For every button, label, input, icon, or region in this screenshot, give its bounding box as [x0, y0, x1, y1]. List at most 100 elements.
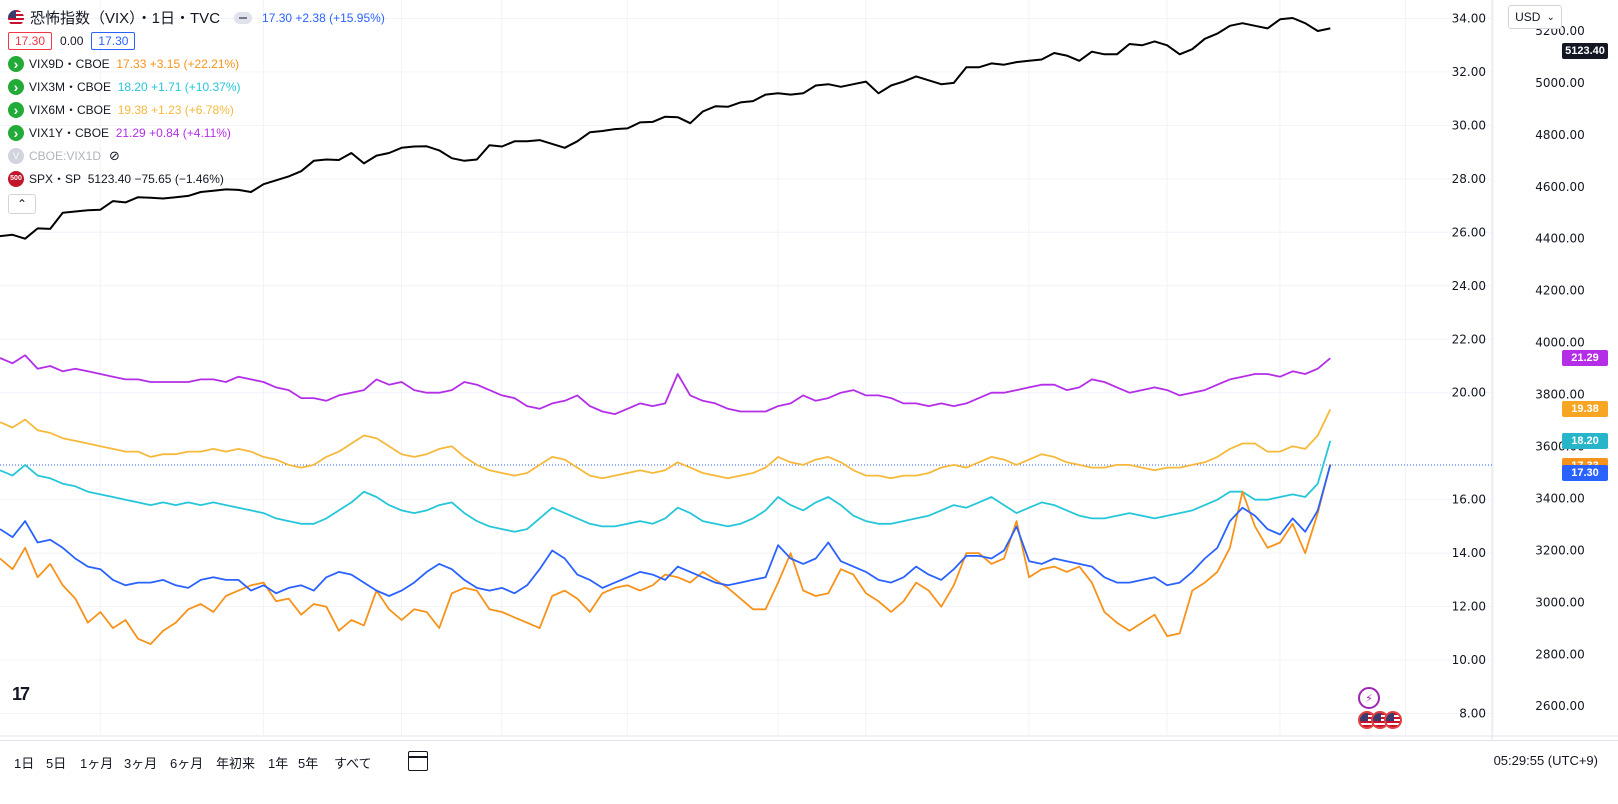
series-change: +1.71 [151, 79, 182, 94]
series-value: 21.29 [115, 125, 146, 140]
right-axis-tick: 4200.00 [1535, 284, 1585, 298]
left-axis-tick: 10.00 [1452, 653, 1486, 667]
left-axis-tick: 14.00 [1452, 546, 1486, 560]
price-label: 18.20 [1562, 432, 1608, 449]
ask-box[interactable]: 17.30 [91, 31, 136, 50]
left-axis-tick: 22.00 [1452, 332, 1486, 346]
price-label: 17.30 [1562, 464, 1608, 481]
right-axis-tick: 3200.00 [1535, 543, 1585, 557]
spx-icon: 500 [8, 170, 24, 187]
spx-symbol: SPX・SP [29, 172, 82, 186]
main-change-pct: (+15.95%) [329, 10, 385, 25]
series-pct: (+4.11%) [182, 125, 231, 140]
right-axis-tick: 4800.00 [1535, 128, 1585, 142]
left-axis-tick: 26.00 [1452, 225, 1486, 239]
series-line[interactable] [0, 440, 1332, 533]
series-pct: (+22.21%) [183, 56, 240, 71]
series-pct: (+6.78%) [184, 102, 234, 117]
eye-off-icon[interactable]: ⊘ [109, 147, 120, 163]
left-axis-tick: 32.00 [1452, 65, 1486, 79]
chevron-up-icon[interactable]: ⌃ [8, 193, 36, 214]
series-change: +1.23 [151, 102, 182, 117]
left-axis-tick: 16.00 [1452, 493, 1486, 507]
currency-label: USD [1515, 10, 1541, 24]
legend-spx[interactable]: 500 SPX・SP 5123.40 −75.65 (−1.46%) [8, 167, 385, 190]
right-axis-tick: 3000.00 [1535, 595, 1585, 609]
main-last: 17.30 [262, 10, 293, 25]
cboe-icon [8, 55, 24, 72]
series-change: +3.15 [149, 56, 181, 71]
calendar-icon[interactable] [408, 751, 428, 771]
series-line[interactable] [0, 463, 1332, 645]
main-title: 恐怖指数（VIX）・1日・TVC [30, 10, 221, 27]
minimize-icon[interactable] [234, 11, 253, 24]
range-button[interactable]: 1ヶ月 [80, 756, 114, 771]
legend-main: 恐怖指数（VIX）・1日・TVC 17.30 +2.38 (+15.95%) [8, 6, 385, 29]
event-flags[interactable] [1358, 711, 1402, 729]
bottom-toolbar: 1日 5日 1ヶ月 3ヶ月 6ヶ月 年初来 1年 5年 すべて 05:29:55 (UTC+9) [0, 740, 1618, 804]
left-axis-tick: 8.00 [1459, 707, 1486, 721]
main-change: +2.38 [295, 10, 326, 25]
right-axis-tick: 5000.00 [1535, 76, 1585, 90]
series-symbol: VIX9D・CBOE [29, 57, 110, 71]
series-line[interactable] [0, 464, 1332, 597]
chevron-down-icon: ⌄ [1546, 11, 1555, 23]
range-button[interactable]: 6ヶ月 [170, 756, 204, 771]
left-axis-tick: 12.00 [1452, 600, 1486, 614]
us-flag-icon [1384, 711, 1402, 729]
right-axis-tick: 4600.00 [1535, 180, 1585, 194]
vix1d-icon: V [8, 147, 24, 164]
range-button[interactable]: 1日 [14, 756, 35, 771]
legend-series-row[interactable]: VIX1Y・CBOE 21.29 +0.84 (+4.11%) [8, 121, 385, 144]
range-button[interactable]: 3ヶ月 [124, 756, 158, 771]
left-axis-tick: 30.00 [1452, 118, 1486, 132]
spread-value: 0.00 [60, 33, 84, 48]
series-symbol: VIX1Y・CBOE [29, 126, 110, 140]
left-axis-tick: 24.00 [1452, 279, 1486, 293]
right-axis-tick: 3800.00 [1535, 388, 1585, 402]
series-value: 18.20 [117, 79, 148, 94]
price-label: 21.29 [1562, 350, 1608, 367]
right-axis-tick: 2800.00 [1535, 647, 1585, 661]
series-change: +0.84 [149, 125, 180, 140]
range-button[interactable]: 5年 [298, 756, 319, 771]
legend-series-row[interactable]: VIX6M・CBOE 19.38 +1.23 (+6.78%) [8, 98, 385, 121]
right-axis-tick: 4000.00 [1535, 336, 1585, 350]
range-button[interactable]: 年初来 [216, 756, 256, 771]
right-axis-tick: 3400.00 [1535, 491, 1585, 505]
spx-value: 5123.40 [87, 171, 132, 186]
range-button[interactable]: 1年 [268, 756, 289, 771]
range-button[interactable]: すべて [334, 756, 372, 771]
legend-series-row[interactable]: VIX3M・CBOE 18.20 +1.71 (+10.37%) [8, 75, 385, 98]
price-label: 19.38 [1562, 401, 1608, 418]
legend-hidden-series[interactable]: V CBOE:VIX1D ⊘ [8, 144, 385, 167]
range-button[interactable]: 5日 [46, 756, 67, 771]
spx-pct: (−1.46%) [174, 171, 224, 186]
legend-collapse-row: ⌃ [8, 190, 385, 214]
left-axis-tick: 28.00 [1452, 172, 1486, 186]
series-symbol: VIX3M・CBOE [29, 80, 112, 94]
legend-series-row[interactable]: VIX9D・CBOE 17.33 +3.15 (+22.21%) [8, 52, 385, 75]
series-pct: (+10.37%) [184, 79, 241, 94]
cboe-icon [8, 124, 24, 141]
tradingview-logo-icon: 17 [12, 684, 30, 704]
price-boxes: 17.30 0.00 17.30 [8, 29, 385, 52]
lightning-icon[interactable]: ⚡ [1358, 687, 1380, 709]
cboe-icon [8, 101, 24, 118]
chart-canvas[interactable]: 34.00 32.00 30.00 28.00 26.00 24.00 22.00 20.00… [0, 0, 1618, 740]
series-line[interactable] [0, 408, 1332, 480]
right-axis-tick: 4400.00 [1535, 232, 1585, 246]
left-axis-tick: 34.00 [1452, 11, 1486, 25]
spx-change: −75.65 [134, 171, 172, 186]
vix1d-symbol: CBOE:VIX1D [29, 148, 102, 163]
bid-box[interactable]: 17.30 [8, 31, 53, 50]
left-axis-tick: 20.00 [1452, 386, 1486, 400]
currency-button[interactable]: USD ⌄ [1508, 5, 1562, 29]
price-label: 5123.40 [1562, 42, 1608, 59]
series-line[interactable] [0, 17, 1331, 240]
series-value: 19.38 [117, 102, 148, 117]
series-line[interactable] [0, 354, 1331, 416]
clock[interactable]: 05:29:55 (UTC+9) [1493, 753, 1598, 768]
legend: 恐怖指数（VIX）・1日・TVC 17.30 +2.38 (+15.95%) 1… [8, 6, 385, 214]
series-value: 17.33 [116, 56, 147, 71]
